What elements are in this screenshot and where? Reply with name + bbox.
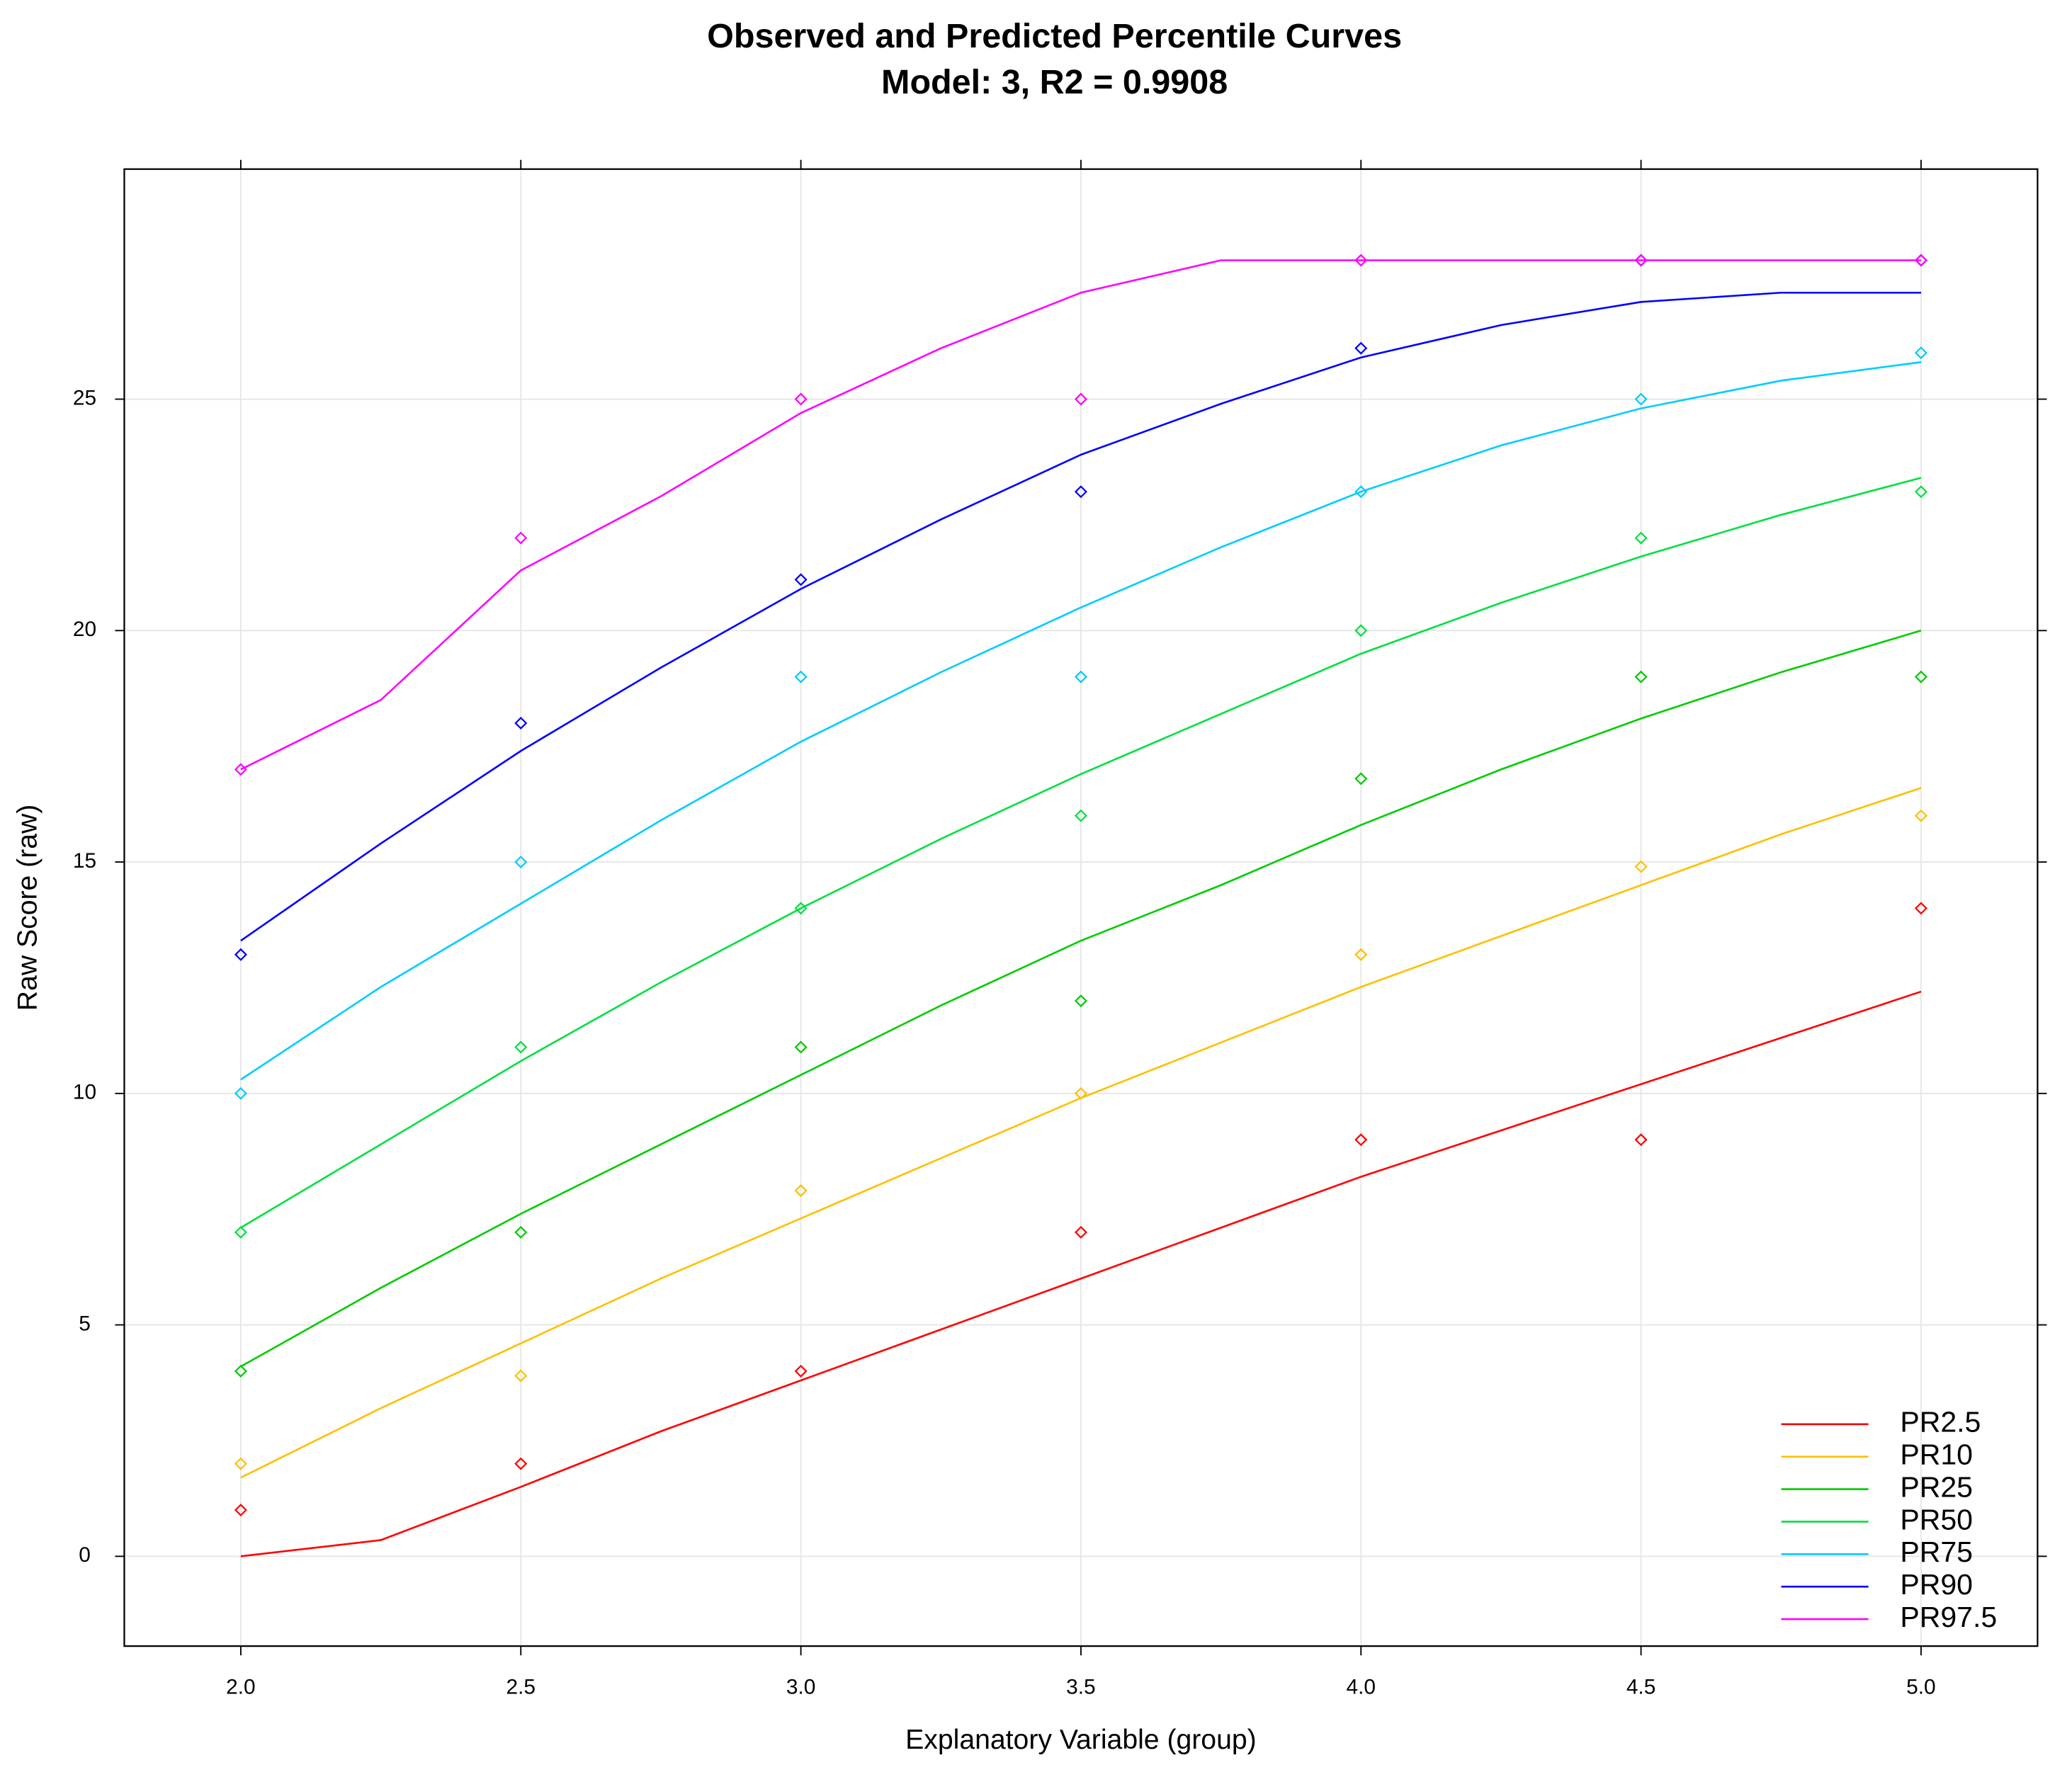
- observed-point: [1074, 670, 1087, 683]
- observed-point: [794, 1364, 808, 1378]
- observed-point: [514, 1225, 528, 1239]
- observed-point: [1634, 254, 1648, 267]
- observed-point: [1074, 485, 1087, 499]
- x-tick-label: 2.5: [506, 1676, 536, 1699]
- observed-point: [794, 573, 808, 586]
- y-axis-label: Raw Score (raw): [13, 805, 43, 1011]
- chart-subtitle: Model: 3, R2 = 0.9908: [881, 63, 1228, 101]
- legend-label: PR75: [1900, 1536, 1973, 1568]
- observed-point: [514, 531, 528, 545]
- observed-point: [1914, 809, 1927, 822]
- observed-point: [1914, 346, 1927, 360]
- observed-point: [1914, 902, 1927, 915]
- observed-point: [1634, 1133, 1648, 1147]
- observed-point: [1074, 1086, 1087, 1100]
- x-tick-label: 2.0: [226, 1676, 255, 1699]
- x-axis-label: Explanatory Variable (group): [905, 1725, 1257, 1755]
- observed-point: [514, 716, 528, 730]
- predicted-line: [240, 361, 1922, 1081]
- observed-point: [234, 1225, 247, 1239]
- predicted-line: [240, 990, 1922, 1557]
- predicted-line: [240, 291, 1921, 942]
- x-tick-label: 4.0: [1347, 1676, 1376, 1699]
- observed-point: [514, 856, 528, 869]
- observed-point: [514, 1369, 528, 1383]
- y-tick-label: 15: [73, 849, 96, 873]
- observed-point: [234, 1457, 247, 1470]
- observed-point: [1634, 392, 1648, 406]
- observed-point: [1354, 948, 1368, 961]
- observed-point: [794, 392, 808, 406]
- predicted-line: [240, 259, 1921, 771]
- observed-point: [234, 1086, 247, 1100]
- observed-point: [234, 1364, 247, 1378]
- observed-point: [234, 1503, 247, 1517]
- plot-frame: [123, 168, 2039, 1647]
- observed-point: [1074, 392, 1087, 406]
- observed-point: [794, 670, 808, 683]
- observed-point: [794, 902, 808, 915]
- legend-label: PR90: [1900, 1568, 1973, 1601]
- y-tick-label: 10: [73, 1081, 96, 1104]
- observed-point: [1074, 994, 1087, 1008]
- observed-point: [1074, 1225, 1087, 1239]
- observed-point: [1634, 670, 1648, 683]
- chart-title: Observed and Predicted Percentile Curves: [707, 17, 1402, 55]
- y-tick-label: 20: [73, 618, 96, 641]
- legend-label: PR50: [1900, 1503, 1973, 1536]
- legend-label: PR25: [1900, 1470, 1973, 1503]
- x-tick-label: 3.0: [786, 1676, 815, 1699]
- observed-point: [1354, 624, 1368, 637]
- y-tick-label: 0: [79, 1543, 91, 1567]
- observed-point: [514, 1040, 528, 1054]
- x-tick-label: 4.5: [1626, 1676, 1655, 1699]
- observed-point: [234, 763, 247, 776]
- observed-point: [1914, 670, 1927, 683]
- observed-point: [1354, 254, 1368, 267]
- observed-point: [794, 1040, 808, 1054]
- observed-point: [794, 1184, 808, 1198]
- legend-label: PR10: [1900, 1438, 1973, 1470]
- observed-point: [234, 948, 247, 961]
- observed-point: [1914, 254, 1927, 267]
- x-tick-label: 3.5: [1066, 1676, 1095, 1699]
- predicted-line: [240, 477, 1922, 1229]
- observed-point: [1634, 860, 1648, 873]
- observed-point: [1634, 531, 1648, 545]
- legend-label: PR97.5: [1900, 1601, 1997, 1633]
- observed-point: [514, 1457, 528, 1470]
- observed-point: [1354, 772, 1368, 785]
- y-tick-label: 5: [79, 1312, 91, 1335]
- x-tick-label: 5.0: [1906, 1676, 1935, 1699]
- observed-point: [1354, 485, 1368, 499]
- observed-point: [1354, 341, 1368, 355]
- observed-point: [1914, 485, 1927, 499]
- predicted-line: [240, 630, 1922, 1368]
- y-tick-label: 25: [73, 386, 96, 409]
- observed-point: [1074, 809, 1087, 822]
- observed-point: [1354, 1133, 1368, 1147]
- legend-label: PR2.5: [1900, 1406, 1981, 1438]
